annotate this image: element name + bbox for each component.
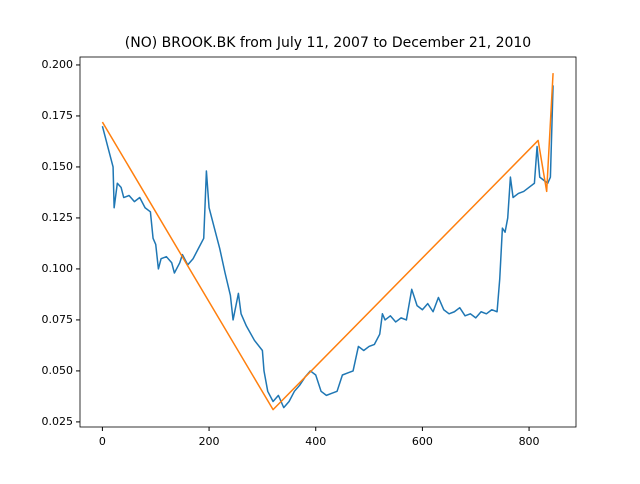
plot-frame: [79, 56, 577, 428]
x-tick-label: 800: [519, 435, 540, 448]
x-tick-label: 0: [99, 435, 106, 448]
y-tick-label: 0.200: [42, 58, 74, 71]
y-tick-label: 0.050: [42, 364, 74, 377]
line: [101, 85, 554, 409]
y-tick-label: 0.100: [42, 262, 74, 275]
chart-title: (NO) BROOK.BK from July 11, 2007 to Dece…: [125, 35, 531, 51]
y-tick-label: 0.025: [42, 415, 74, 428]
y-tick-label: 0.175: [42, 109, 74, 122]
y-tick-label: 0.125: [42, 211, 74, 224]
y-tick-label: 0.075: [42, 313, 74, 326]
line: [101, 73, 554, 411]
x-tick-label: 200: [199, 435, 220, 448]
y-tick-label: 0.150: [42, 160, 74, 173]
x-tick-label: 400: [305, 435, 326, 448]
x-tick-label: 600: [412, 435, 433, 448]
